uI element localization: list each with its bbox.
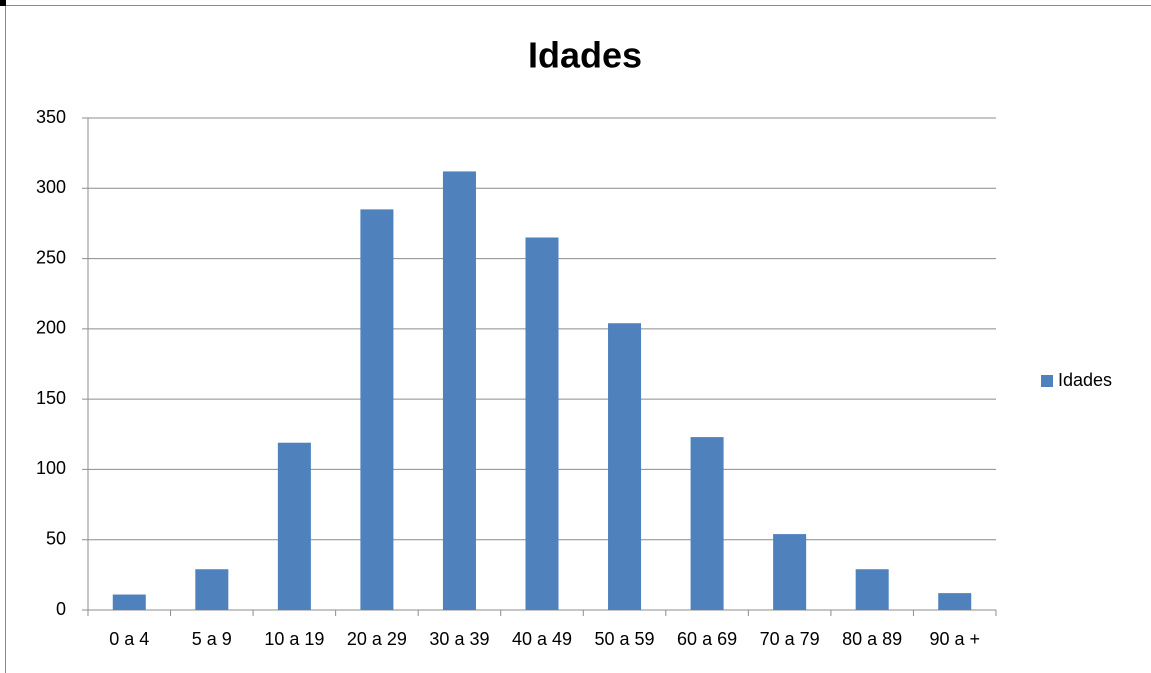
bar: [525, 237, 559, 610]
bar: [360, 209, 394, 610]
x-tick-label: 0 a 4: [109, 629, 149, 649]
y-tick-label: 350: [36, 107, 66, 127]
bar: [608, 323, 642, 610]
x-tick-label: 90 a +: [929, 629, 980, 649]
y-tick-label: 200: [36, 318, 66, 338]
y-tick-label: 250: [36, 247, 66, 267]
bar: [195, 569, 229, 610]
x-tick-label: 50 a 59: [595, 629, 655, 649]
y-tick-label: 300: [36, 177, 66, 197]
legend-swatch: [1041, 375, 1053, 387]
y-tick-label: 150: [36, 388, 66, 408]
y-tick-label: 0: [56, 599, 66, 619]
bar: [938, 593, 972, 610]
x-tick-label: 30 a 39: [429, 629, 489, 649]
y-tick-label: 100: [36, 458, 66, 478]
bar: [442, 171, 476, 610]
chart-border: [5, 5, 1151, 673]
corner-mark: [0, 0, 6, 6]
bar: [112, 594, 146, 610]
x-tick-label: 10 a 19: [264, 629, 324, 649]
x-tick-label: 60 a 69: [677, 629, 737, 649]
legend-label: Idades: [1058, 370, 1112, 390]
x-tick-label: 40 a 49: [512, 629, 572, 649]
y-tick-label: 50: [46, 528, 66, 548]
x-tick-label: 70 a 79: [760, 629, 820, 649]
x-tick-label: 80 a 89: [842, 629, 902, 649]
x-tick-label: 20 a 29: [347, 629, 407, 649]
chart-title: Idades: [528, 35, 642, 76]
bar: [773, 534, 807, 610]
x-tick-label: 5 a 9: [192, 629, 232, 649]
bar: [855, 569, 889, 610]
bar: [690, 437, 724, 610]
bar: [277, 442, 311, 610]
